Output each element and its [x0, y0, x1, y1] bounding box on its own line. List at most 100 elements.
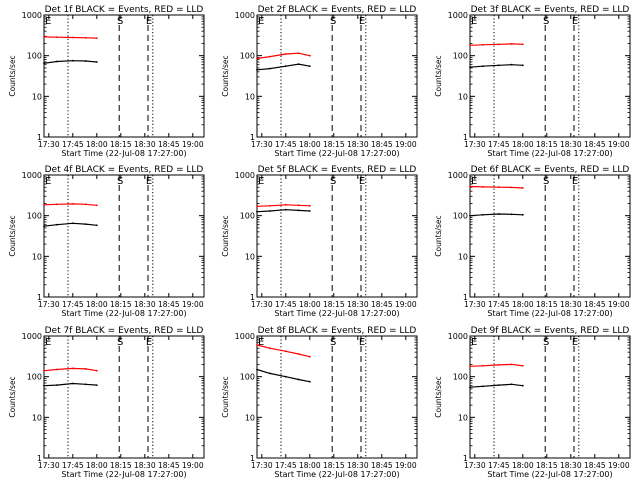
series-lld: [43, 36, 97, 39]
series-events: [469, 64, 523, 68]
series-lld: [43, 367, 97, 372]
panel-title: Det 4f BLACK = Events, RED = LLD: [45, 165, 204, 175]
y-tick-label: 1000: [22, 11, 42, 20]
data-point-lld: [521, 43, 524, 46]
x-tick-label: 18:15: [536, 300, 558, 309]
series-events: [469, 383, 523, 388]
start-marker-label: E: [45, 176, 51, 187]
vline-label: E: [359, 337, 365, 348]
data-point-events: [43, 62, 45, 65]
x-tick-label: 18:45: [584, 140, 606, 149]
vline-label: E: [146, 337, 152, 348]
data-point-events: [95, 224, 98, 227]
plot-frame: [469, 14, 631, 138]
x-tick-label: 18:00: [512, 461, 534, 470]
panel-title: Det 6f BLACK = Events, RED = LLD: [471, 165, 630, 175]
data-point-lld: [297, 353, 300, 355]
data-point-events: [521, 64, 524, 67]
x-tick-label: 18:00: [86, 300, 108, 309]
data-point-lld: [43, 36, 45, 38]
x-tick-label: 19:00: [395, 461, 417, 470]
x-tick-label: 18:15: [110, 461, 132, 470]
data-point-lld: [284, 350, 287, 353]
data-point-lld: [510, 43, 513, 45]
data-point-events: [71, 222, 74, 225]
x-tick-label: 18:15: [323, 461, 345, 470]
x-tick-label: 18:00: [512, 140, 534, 149]
y-tick-label: 100: [453, 52, 468, 61]
x-tick-label: 19:00: [608, 461, 630, 470]
x-tick-label: 18:30: [347, 140, 369, 149]
x-tick-label: 18:00: [299, 300, 321, 309]
data-point-lld: [308, 54, 311, 57]
data-point-lld: [71, 203, 74, 205]
panel-7: Det 7f BLACK = Events, RED = LLD 1 10 100 10…: [8, 326, 205, 479]
vline-label: E: [146, 176, 152, 187]
data-point-lld: [84, 368, 87, 370]
data-point-events: [297, 209, 300, 212]
start-marker-label: E: [258, 176, 264, 187]
x-axis-label: Start Time (22-Jul-08 17:27:00): [61, 309, 186, 318]
data-point-events: [43, 225, 45, 228]
y-tick-label: 1: [37, 454, 42, 463]
y-tick-label: 100: [27, 212, 42, 221]
data-point-lld: [256, 57, 258, 60]
panel-title: Det 3f BLACK = Events, RED = LLD: [471, 5, 630, 15]
x-tick-label: 17:30: [38, 300, 60, 309]
y-tick-label: 1: [463, 454, 468, 463]
x-tick-label: 18:00: [299, 461, 321, 470]
vline-label: S: [330, 337, 336, 348]
y-tick-label: 1: [463, 133, 468, 142]
y-tick-label: 10: [458, 413, 468, 422]
y-tick-label: 100: [27, 52, 42, 61]
data-point-lld: [268, 347, 271, 350]
x-tick-label: 18:00: [86, 461, 108, 470]
x-tick-label: 17:45: [62, 140, 84, 149]
data-point-events: [284, 208, 287, 211]
series-events: [43, 222, 97, 227]
vline-label: S: [543, 176, 549, 187]
data-point-lld: [510, 363, 513, 366]
y-tick-label: 1: [37, 293, 42, 302]
plot-frame: [256, 335, 418, 459]
data-point-lld: [297, 204, 300, 207]
data-point-lld: [497, 364, 500, 366]
vline-label: E: [572, 337, 578, 348]
y-axis-label: Counts/sec: [221, 55, 230, 96]
y-axis-label: Counts/sec: [221, 215, 230, 256]
x-tick-label: 18:30: [134, 300, 156, 309]
x-axis-label: Start Time (22-Jul-08 17:27:00): [487, 470, 612, 479]
y-tick-label: 100: [240, 373, 255, 382]
vline-label: S: [543, 337, 549, 348]
x-tick-label: 17:30: [251, 140, 273, 149]
data-point-events: [297, 63, 300, 65]
panel-2: Det 2f BLACK = Events, RED = LLD 1 10 100 10…: [221, 5, 418, 158]
data-point-events: [84, 383, 87, 386]
data-point-lld: [95, 37, 98, 39]
series-events: [43, 60, 97, 64]
series-lld: [256, 52, 310, 60]
y-tick-label: 100: [240, 52, 255, 61]
y-tick-label: 1000: [448, 171, 468, 180]
y-tick-label: 1: [37, 133, 42, 142]
data-point-events: [469, 386, 471, 389]
y-tick-label: 1000: [448, 332, 468, 341]
vline-label: S: [330, 176, 336, 187]
series-lld: [469, 185, 523, 189]
x-tick-label: 18:45: [371, 300, 393, 309]
start-marker-label: E: [471, 176, 477, 187]
vline-label: E: [146, 16, 152, 27]
data-point-lld: [43, 369, 45, 372]
x-tick-label: 18:00: [299, 140, 321, 149]
data-point-events: [268, 210, 271, 212]
data-point-lld: [284, 53, 287, 55]
x-tick-label: 19:00: [608, 140, 630, 149]
start-marker-label: E: [258, 337, 264, 348]
start-marker-label: E: [471, 337, 477, 348]
data-point-lld: [43, 203, 45, 206]
vline-label: S: [117, 16, 123, 27]
y-tick-label: 1000: [448, 11, 468, 20]
y-axis-label: Counts/sec: [8, 55, 17, 96]
data-point-events: [297, 378, 300, 381]
